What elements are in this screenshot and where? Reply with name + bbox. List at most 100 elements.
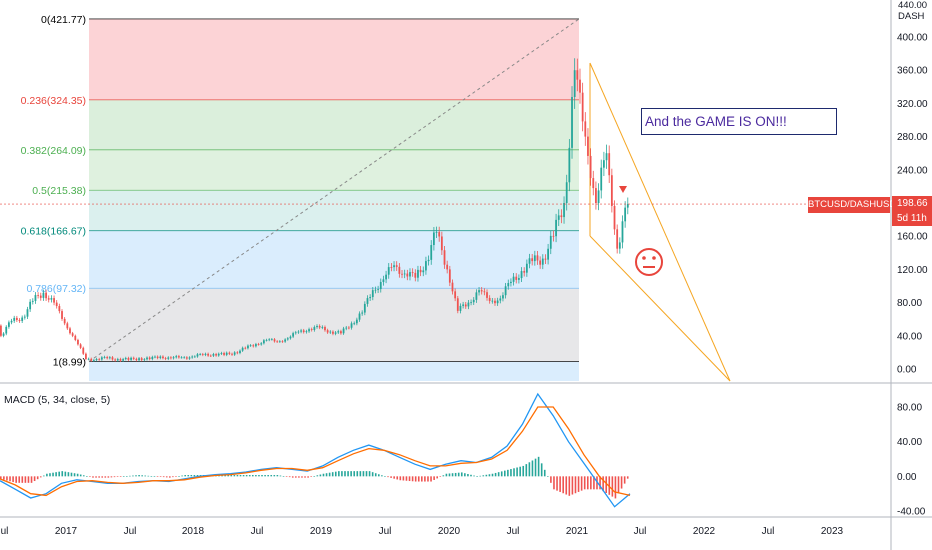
- candle-body: [576, 70, 579, 80]
- macd-histogram-bar: [464, 473, 466, 477]
- macd-histogram-bar: [504, 470, 506, 477]
- macd-histogram-bar: [107, 476, 110, 478]
- candle-body: [87, 358, 90, 360]
- macd-histogram-bar: [304, 476, 306, 478]
- candle-body: [600, 167, 603, 191]
- candle-body: [347, 327, 350, 329]
- candle-body: [475, 292, 478, 300]
- candle-body: [406, 273, 409, 277]
- candle-body: [71, 333, 74, 336]
- macd-histogram-bar: [331, 472, 334, 477]
- macd-indicator-label[interactable]: MACD (5, 34, close, 5): [4, 394, 111, 406]
- price-tick-label: 240.00: [897, 165, 928, 176]
- macd-histogram-bar: [519, 466, 521, 477]
- macd-histogram-bar: [0, 476, 2, 479]
- macd-histogram-bar: [239, 475, 242, 477]
- candle-body: [92, 360, 95, 361]
- macd-histogram-bar: [12, 476, 14, 483]
- macd-histogram-bar: [525, 464, 528, 477]
- macd-histogram-bar: [562, 476, 564, 494]
- candle-body: [156, 356, 159, 359]
- macd-histogram-bar: [553, 476, 555, 490]
- candle-body: [409, 272, 411, 277]
- candle-body: [324, 326, 326, 331]
- candle-body: [517, 278, 520, 280]
- macd-histogram-bar: [79, 474, 82, 477]
- candle-body: [377, 289, 380, 290]
- macd-histogram-bar: [43, 475, 45, 477]
- candle-body: [281, 341, 284, 343]
- fib-zone: [89, 18, 579, 100]
- candle-body: [34, 295, 37, 301]
- candle-body: [435, 232, 438, 233]
- macd-histogram-bar: [384, 476, 386, 477]
- candle-body: [385, 274, 387, 280]
- macd-histogram-bar: [261, 475, 263, 477]
- macd-histogram-bar: [187, 475, 190, 477]
- candle-body: [2, 333, 5, 336]
- macd-histogram-bar: [574, 476, 577, 494]
- candle-body: [462, 304, 465, 306]
- macd-histogram-bar: [313, 476, 316, 477]
- candle-body: [616, 229, 619, 249]
- candle-body: [507, 283, 510, 287]
- candle-body: [494, 300, 496, 304]
- candle-body: [177, 356, 180, 358]
- candle-body: [7, 322, 10, 327]
- macd-tick-label: -40.00: [897, 507, 926, 518]
- fib-level-label: 0.786(97.32): [26, 283, 86, 295]
- candle-body: [180, 357, 183, 359]
- candle-body: [417, 269, 419, 278]
- price-tick-label: 160.00: [897, 232, 928, 243]
- macd-histogram-bar: [393, 476, 395, 479]
- candle-body: [555, 219, 557, 237]
- macd-histogram-bar: [586, 476, 589, 490]
- time-tick-label: 2023: [821, 526, 844, 537]
- candle-body: [77, 339, 79, 345]
- macd-histogram-bar: [316, 475, 319, 477]
- annotation-text-box[interactable]: And the GAME IS ON!!!: [641, 108, 837, 135]
- macd-histogram-bar: [295, 476, 297, 478]
- candle-body: [470, 302, 472, 304]
- candle-body: [294, 332, 297, 334]
- last-price-badge: 198.66: [892, 196, 932, 212]
- macd-histogram-bar: [500, 471, 503, 477]
- macd-histogram-bar: [252, 475, 254, 477]
- candle-body: [334, 332, 337, 334]
- candle-body: [90, 358, 93, 361]
- candle-body: [265, 339, 268, 341]
- candle-body: [602, 160, 605, 168]
- macd-histogram-bar: [141, 475, 143, 477]
- candle-body: [345, 327, 348, 329]
- macd-histogram-bar: [513, 468, 515, 477]
- candle-body: [140, 358, 143, 361]
- candle-body: [515, 276, 518, 280]
- macd-histogram-bar: [402, 476, 405, 481]
- macd-histogram-bar: [291, 476, 294, 478]
- macd-histogram-bar: [61, 471, 64, 477]
- macd-histogram-bar: [110, 476, 113, 478]
- candle-body: [124, 358, 127, 360]
- candle-body: [53, 298, 55, 303]
- candle-body: [82, 347, 85, 354]
- macd-histogram-bar: [626, 476, 629, 479]
- macd-histogram-bar: [454, 472, 457, 477]
- macd-histogram-bar: [248, 475, 251, 477]
- candle-body: [138, 358, 140, 361]
- time-tick-label: Jul: [0, 526, 8, 537]
- macd-histogram-bar: [70, 472, 73, 477]
- candle-body: [308, 329, 310, 332]
- candle-body: [127, 358, 130, 360]
- candle-body: [533, 255, 536, 262]
- candle-body: [85, 353, 87, 360]
- candle-body: [443, 250, 446, 265]
- candle-body: [239, 350, 241, 354]
- macd-tick-label: 40.00: [897, 437, 922, 448]
- macd-histogram-bar: [58, 471, 60, 477]
- macd-histogram-bar: [583, 476, 586, 490]
- candle-body: [223, 353, 225, 355]
- candle-body: [371, 290, 374, 298]
- candle-body: [39, 295, 42, 298]
- candle-body: [289, 336, 292, 339]
- candle-body: [270, 339, 273, 341]
